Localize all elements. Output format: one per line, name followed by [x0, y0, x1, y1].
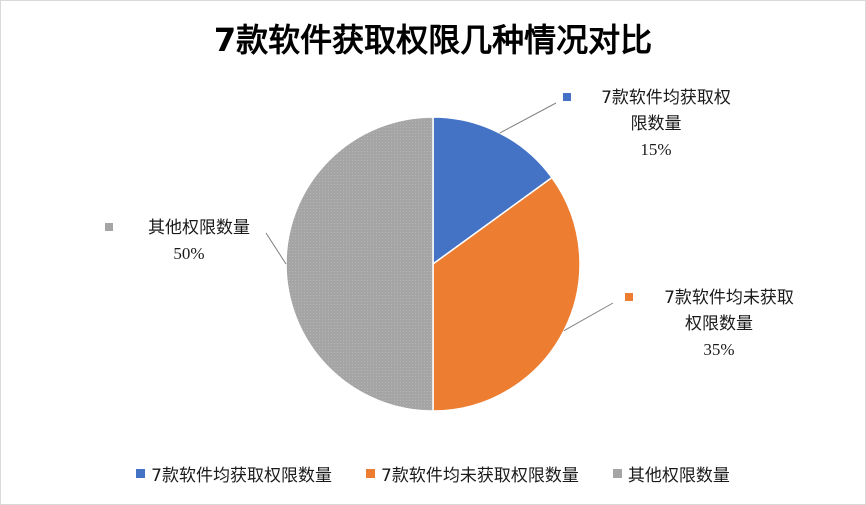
legend-label-2: 7款软件均未获取权限数量: [381, 466, 579, 486]
data-label-percent-3: 50%: [173, 244, 204, 263]
data-label-text-1-2: 限数量: [631, 114, 682, 134]
leader-line-1: [499, 102, 557, 134]
legend-swatch-3: [612, 469, 622, 478]
pie-slice-3: [285, 116, 434, 412]
data-label-1: 7款软件均获取权限数量 15%: [563, 88, 731, 159]
legend-swatch-1: [136, 469, 146, 478]
data-label-text-2-2: 权限数量: [685, 314, 753, 334]
data-label-swatch-1: [563, 93, 571, 101]
pie-slice-1: [432, 116, 553, 266]
legend-item-2: 7款软件均未获取权限数量: [366, 461, 579, 486]
leader-line-3: [265, 232, 287, 265]
data-label-text-3-1: 其他权限数量: [148, 218, 250, 238]
data-label-percent-2: 35%: [703, 340, 734, 359]
legend-label-1: 7款软件均获取权限数量: [151, 466, 332, 486]
data-label-text-1-1: 7款软件均获取权: [601, 88, 731, 108]
pie-slice-2: [432, 176, 581, 412]
legend-swatch-2: [366, 469, 375, 478]
data-label-percent-1: 15%: [640, 140, 671, 159]
legend-item-3: 其他权限数量: [612, 461, 730, 486]
data-label-3: 其他权限数量 50%: [105, 218, 250, 263]
data-label-text-2-1: 7款软件均未获取: [664, 288, 794, 308]
legend-item-1: 7款软件均获取权限数量: [136, 461, 332, 486]
leader-line-2: [563, 302, 614, 332]
chart-legend: 7款软件均获取权限数量 7款软件均未获取权限数量 其他权限数量: [1, 461, 865, 486]
legend-label-3: 其他权限数量: [627, 466, 730, 486]
data-label-2: 7款软件均未获取权限数量 35%: [625, 288, 794, 359]
data-label-swatch-3: [105, 223, 113, 231]
chart-title: 7款软件获取权限几种情况对比: [213, 21, 653, 59]
data-label-swatch-2: [625, 293, 633, 301]
